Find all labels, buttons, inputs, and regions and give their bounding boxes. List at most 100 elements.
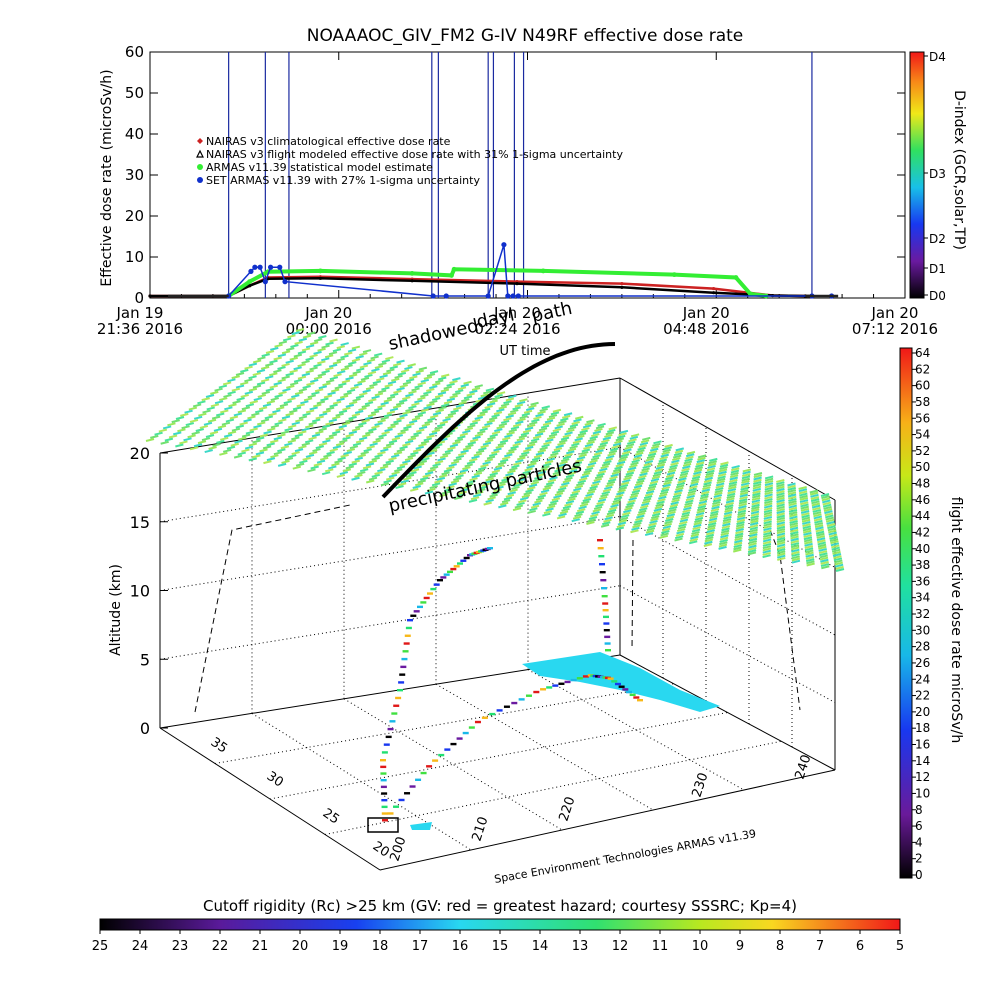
particle-mark bbox=[660, 532, 669, 537]
particle-mark bbox=[592, 508, 602, 513]
particle-mark bbox=[610, 473, 619, 478]
particle-mark bbox=[560, 417, 569, 422]
particle-mark bbox=[776, 492, 785, 497]
particle-mark bbox=[651, 512, 661, 517]
particle-mark bbox=[790, 544, 800, 549]
descent-track-segment bbox=[599, 563, 605, 566]
cutoff-tick-label: 5 bbox=[896, 939, 904, 954]
longitude-tick-label: 230 bbox=[690, 771, 712, 799]
particle-mark bbox=[661, 451, 670, 456]
particle-mark bbox=[306, 382, 315, 386]
particle-mark bbox=[734, 532, 744, 537]
particle-mark bbox=[340, 354, 349, 359]
particle-mark bbox=[352, 442, 362, 447]
particle-mark bbox=[787, 484, 796, 489]
dose-tick-label: 56 bbox=[915, 411, 930, 425]
particle-mark bbox=[208, 446, 217, 450]
particle-mark bbox=[540, 489, 550, 494]
ascent-track-segment bbox=[398, 681, 405, 684]
particle-mark bbox=[381, 430, 390, 435]
particle-mark bbox=[580, 451, 589, 456]
particle-mark bbox=[737, 514, 746, 519]
particle-mark bbox=[595, 425, 605, 430]
particle-mark bbox=[368, 476, 378, 481]
particle-mark bbox=[685, 453, 695, 458]
particle-mark bbox=[664, 443, 673, 448]
particle-mark bbox=[189, 418, 199, 423]
particle-mark bbox=[450, 460, 460, 465]
particle-mark bbox=[617, 521, 627, 526]
particle-mark bbox=[707, 464, 716, 469]
particle-mark bbox=[485, 477, 494, 482]
particle-mark bbox=[819, 552, 828, 557]
particle-mark bbox=[326, 451, 335, 455]
particle-mark bbox=[162, 425, 172, 430]
particle-mark bbox=[474, 384, 483, 389]
particle-mark bbox=[790, 531, 799, 535]
particle-mark bbox=[738, 505, 747, 510]
particle-mark bbox=[823, 505, 832, 510]
particle-mark bbox=[729, 474, 739, 479]
particle-mark bbox=[436, 476, 446, 481]
particle-mark bbox=[824, 510, 833, 515]
particle-mark bbox=[590, 456, 600, 461]
ground-track-segment bbox=[633, 696, 640, 699]
particle-mark bbox=[344, 351, 353, 356]
particle-mark bbox=[763, 513, 773, 518]
particle-mark bbox=[486, 402, 496, 407]
particle-mark bbox=[619, 429, 629, 434]
particle-mark bbox=[600, 465, 609, 470]
ground-track-segment bbox=[546, 686, 553, 689]
particle-mark bbox=[238, 436, 247, 441]
particle-mark bbox=[239, 381, 249, 386]
particle-mark bbox=[399, 445, 408, 450]
particle-mark bbox=[584, 443, 594, 448]
particle-mark bbox=[762, 551, 771, 556]
ascent-track-segment bbox=[380, 759, 386, 762]
particle-mark bbox=[661, 527, 671, 532]
particle-mark bbox=[273, 369, 282, 374]
particle-mark bbox=[322, 382, 331, 387]
particle-mark bbox=[439, 493, 448, 498]
particle-mark bbox=[481, 407, 491, 412]
particle-mark bbox=[812, 508, 822, 513]
particle-mark bbox=[662, 525, 672, 530]
particle-mark bbox=[553, 494, 562, 499]
particle-mark bbox=[620, 453, 630, 458]
particle-mark bbox=[195, 428, 205, 433]
particle-mark bbox=[834, 561, 843, 566]
particle-mark bbox=[308, 451, 318, 455]
particle-mark bbox=[312, 448, 321, 453]
particle-mark bbox=[538, 427, 548, 432]
particle-mark bbox=[483, 501, 492, 506]
particle-mark bbox=[810, 498, 820, 503]
particle-mark bbox=[644, 460, 654, 465]
particle-mark bbox=[658, 495, 667, 500]
particle-mark bbox=[316, 400, 326, 405]
particle-mark bbox=[701, 490, 710, 495]
particle-mark bbox=[385, 442, 395, 447]
particle-mark bbox=[478, 447, 487, 452]
particle-mark bbox=[534, 475, 543, 480]
particle-mark bbox=[678, 523, 687, 528]
particle-mark bbox=[649, 447, 659, 452]
ground-track-segment bbox=[468, 726, 475, 729]
particle-mark bbox=[428, 431, 438, 436]
particle-mark bbox=[659, 490, 669, 495]
ground-track-segment bbox=[462, 731, 469, 735]
particle-mark bbox=[387, 380, 397, 385]
particle-mark bbox=[634, 519, 643, 524]
particle-mark bbox=[439, 420, 449, 425]
ground-track-segment bbox=[481, 716, 488, 719]
particle-mark bbox=[630, 461, 639, 466]
particle-mark bbox=[590, 513, 599, 518]
particle-mark bbox=[762, 540, 772, 545]
particle-mark bbox=[345, 376, 354, 381]
particle-mark bbox=[319, 456, 329, 461]
descent-track-segment bbox=[603, 622, 610, 625]
particle-mark bbox=[602, 436, 612, 441]
particle-mark bbox=[171, 419, 180, 424]
particle-mark bbox=[184, 409, 193, 414]
x-tick-label-line2: 04:48 2016 bbox=[663, 320, 749, 338]
